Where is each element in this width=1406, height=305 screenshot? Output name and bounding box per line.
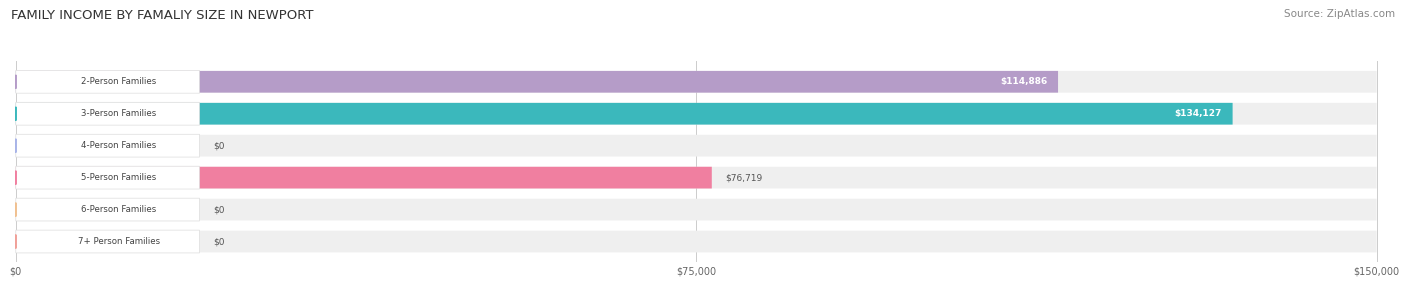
Text: 2-Person Families: 2-Person Families [82,77,156,86]
FancyBboxPatch shape [15,71,1376,93]
FancyBboxPatch shape [15,103,1376,124]
Text: $76,719: $76,719 [725,173,762,182]
Text: $114,886: $114,886 [1000,77,1047,86]
FancyBboxPatch shape [15,71,1059,93]
FancyBboxPatch shape [15,166,200,189]
Text: Source: ZipAtlas.com: Source: ZipAtlas.com [1284,9,1395,19]
FancyBboxPatch shape [15,199,1376,221]
Text: 3-Person Families: 3-Person Families [82,109,156,118]
Text: $134,127: $134,127 [1174,109,1222,118]
Text: 6-Person Families: 6-Person Families [82,205,156,214]
FancyBboxPatch shape [15,198,200,221]
FancyBboxPatch shape [15,167,711,188]
FancyBboxPatch shape [15,231,1376,253]
FancyBboxPatch shape [15,102,200,125]
Text: $0: $0 [214,237,225,246]
Text: FAMILY INCOME BY FAMALIY SIZE IN NEWPORT: FAMILY INCOME BY FAMALIY SIZE IN NEWPORT [11,9,314,22]
Text: $0: $0 [214,141,225,150]
Text: $0: $0 [214,205,225,214]
Text: 4-Person Families: 4-Person Families [82,141,156,150]
FancyBboxPatch shape [15,230,200,253]
FancyBboxPatch shape [15,134,200,157]
FancyBboxPatch shape [15,70,200,93]
FancyBboxPatch shape [15,135,1376,156]
Text: 5-Person Families: 5-Person Families [82,173,156,182]
FancyBboxPatch shape [15,167,1376,188]
Text: 7+ Person Families: 7+ Person Families [77,237,160,246]
FancyBboxPatch shape [15,103,1233,124]
